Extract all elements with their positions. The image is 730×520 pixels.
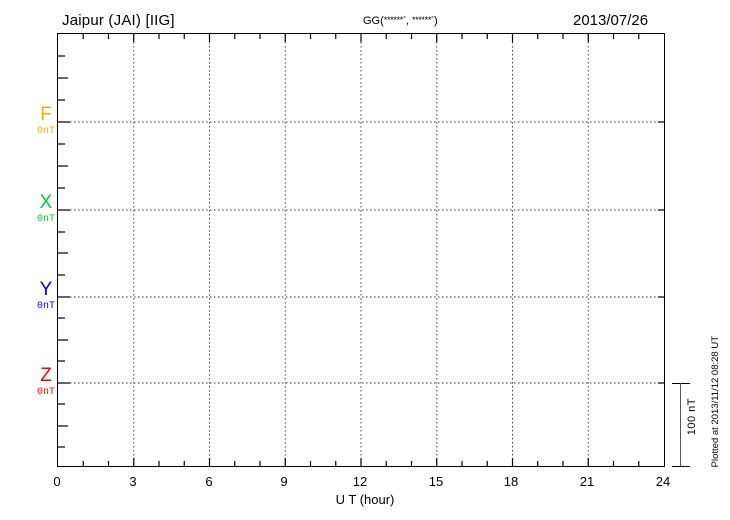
x-tick-label-0: 0 (53, 474, 61, 489)
station-title: Jaipur (JAI) [IIG] (62, 12, 175, 29)
x-axis-title: U T (hour) (335, 492, 395, 507)
scale-bar-bottom-cap (672, 466, 690, 467)
vertical-gridlines (133, 34, 589, 466)
component-baseline-value-y: 0nT (36, 301, 55, 312)
geo-paren-open: ( (380, 15, 384, 27)
geographic-coordinates: GG(******°, ******°) (363, 15, 438, 27)
component-label-x: X 0nT (24, 193, 68, 226)
plot-date: 2013/07/26 (573, 12, 649, 29)
component-label-y: Y 0nT (24, 280, 68, 313)
component-letter-f: F (40, 104, 52, 125)
x-tick-label-3: 3 (129, 474, 137, 489)
y-axis-ticks (58, 55, 70, 448)
geo-latitude-masked: ****** (383, 15, 404, 25)
geo-longitude-degree-symbol: ° (431, 16, 434, 23)
plotted-at-timestamp: Plotted at 2013/11/12 08:28 UT (710, 336, 721, 468)
geo-separator: , (405, 15, 409, 27)
component-label-z: Z 0nT (24, 366, 68, 399)
geo-longitude-masked: ****** (411, 15, 432, 25)
x-tick-label-21: 21 (579, 474, 595, 489)
x-tick-label-15: 15 (428, 474, 444, 489)
amplitude-scale-bar (672, 383, 690, 467)
y-axis-ticks-right (658, 121, 664, 384)
scale-bar-line (680, 383, 681, 467)
x-tick-label-9: 9 (280, 474, 288, 489)
component-baseline-value-z: 0nT (36, 387, 55, 398)
geo-paren-close: ) (433, 15, 438, 27)
geo-latitude-degree-symbol: ° (403, 16, 406, 23)
plot-grid-svg (58, 34, 664, 466)
plot-area (57, 33, 665, 467)
scale-bar-top-cap (672, 383, 690, 384)
component-letter-z: Z (40, 365, 52, 386)
component-letter-y: Y (39, 279, 53, 300)
x-tick-label-6: 6 (205, 474, 213, 489)
component-label-f: F 0nT (24, 105, 68, 138)
x-axis-ticks-top (82, 34, 640, 42)
component-baselines (58, 121, 664, 384)
x-tick-label-24: 24 (655, 474, 671, 489)
geo-prefix-label: GG (363, 15, 381, 27)
component-baseline-value-x: 0nT (36, 214, 55, 225)
x-axis-ticks-bottom (82, 458, 640, 466)
scale-bar-label: 100 nT (686, 398, 698, 436)
component-letter-x: X (39, 192, 53, 213)
x-tick-label-18: 18 (503, 474, 519, 489)
component-baseline-value-f: 0nT (36, 126, 55, 137)
x-tick-label-12: 12 (352, 474, 368, 489)
